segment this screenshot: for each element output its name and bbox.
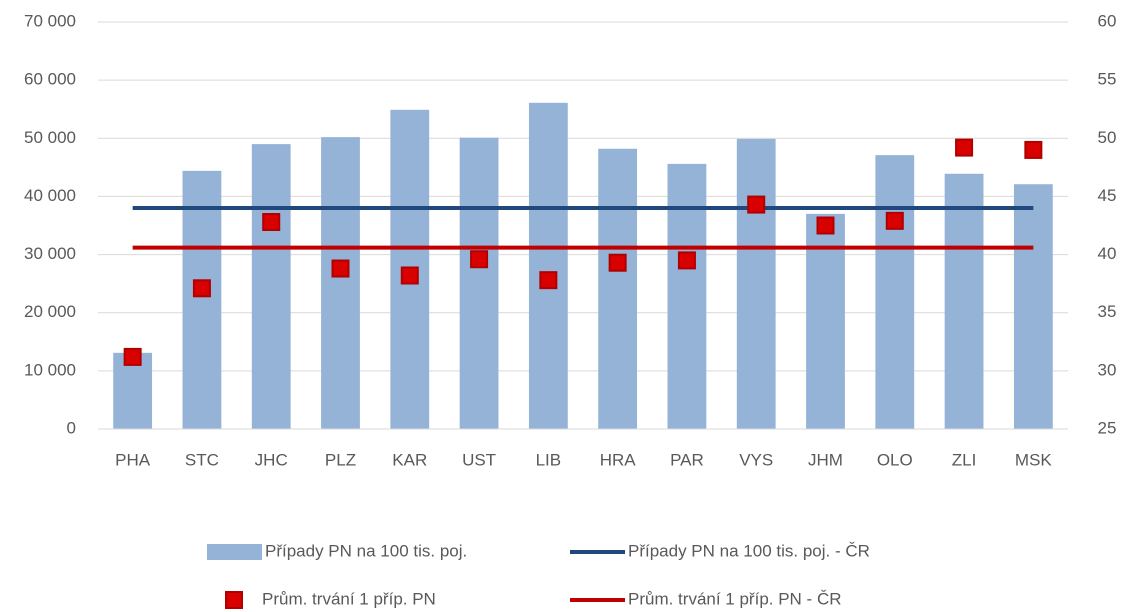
marker: [470, 250, 489, 269]
y-tick-label: 20 000: [24, 302, 76, 321]
bar: [875, 155, 915, 429]
x-tick-label: MSK: [1015, 450, 1053, 469]
bar: [182, 170, 222, 430]
marker: [608, 253, 627, 272]
x-tick-label: KAR: [392, 450, 427, 469]
y-tick-label: 30 000: [24, 244, 76, 263]
x-tick-label: PHA: [115, 450, 151, 469]
y2-tick-label: 40: [1098, 244, 1117, 263]
x-tick-label: VYS: [739, 450, 773, 469]
y-tick-label: 10 000: [24, 360, 76, 379]
marker: [885, 211, 904, 230]
x-tick-label: PAR: [670, 450, 704, 469]
y2-tick-label: 45: [1098, 186, 1117, 205]
bar: [667, 163, 707, 429]
bar: [528, 102, 568, 429]
x-tick-label: HRA: [600, 450, 637, 469]
marker: [1024, 140, 1043, 159]
x-tick-label: UST: [462, 450, 496, 469]
marker: [816, 216, 835, 235]
y-tick-label: 0: [67, 418, 76, 437]
bar: [598, 148, 638, 429]
x-tick-label: PLZ: [325, 450, 356, 469]
legend-label: Prům. trvání 1 příp. PN: [262, 589, 436, 608]
marker: [262, 213, 281, 232]
bar: [251, 144, 291, 429]
x-tick-label: LIB: [536, 450, 562, 469]
legend-swatch: [225, 591, 243, 609]
marker: [192, 279, 211, 298]
bar: [1013, 184, 1053, 429]
legend-label: Případy PN na 100 tis. poj. - ČR: [628, 541, 870, 560]
bar: [459, 137, 499, 429]
y2-tick-label: 55: [1098, 70, 1117, 89]
x-tick-label: STC: [185, 450, 219, 469]
y-tick-label: 70 000: [24, 11, 76, 30]
bar: [736, 138, 776, 430]
marker: [331, 259, 350, 278]
marker: [955, 138, 974, 157]
bar: [944, 173, 984, 429]
y2-tick-label: 50: [1098, 128, 1117, 147]
x-tick-label: JHM: [808, 450, 843, 469]
marker: [677, 251, 696, 270]
legend-label: Případy PN na 100 tis. poj.: [265, 541, 467, 560]
y2-tick-label: 25: [1098, 418, 1117, 437]
legend-swatch: [207, 544, 262, 560]
y-tick-label: 40 000: [24, 186, 76, 205]
y2-tick-label: 60: [1098, 11, 1117, 30]
marker: [539, 271, 558, 290]
legend-label: Prům. trvání 1 příp. PN - ČR: [628, 589, 842, 608]
y2-tick-label: 30: [1098, 360, 1117, 379]
y-tick-label: 50 000: [24, 128, 76, 147]
y-tick-label: 60 000: [24, 70, 76, 89]
x-tick-label: OLO: [877, 450, 913, 469]
marker: [747, 195, 766, 214]
bar: [321, 137, 360, 429]
bar: [806, 213, 845, 429]
x-tick-label: JHC: [255, 450, 288, 469]
marker: [400, 266, 419, 285]
x-tick-label: ZLI: [952, 450, 977, 469]
y2-tick-label: 35: [1098, 302, 1117, 321]
marker: [123, 347, 142, 366]
